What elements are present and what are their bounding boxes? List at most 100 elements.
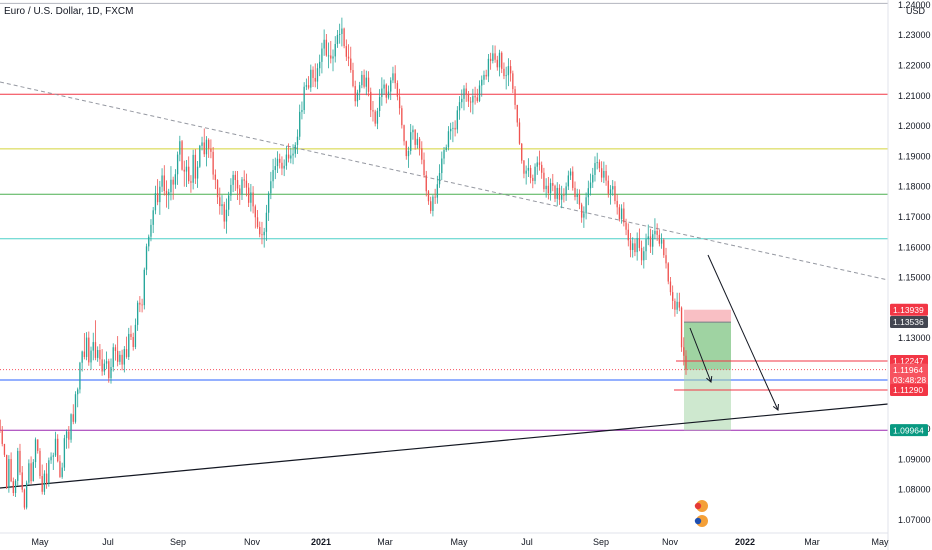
candle-body (660, 239, 663, 244)
price-badge (890, 424, 928, 437)
candle-body (512, 73, 514, 90)
candle-body (281, 162, 283, 169)
price-tick-label: 1.15000 (898, 273, 931, 283)
support-trendline[interactable] (0, 403, 889, 489)
price-tick-label: 1.08000 (898, 485, 931, 495)
candle-body (52, 455, 54, 457)
candle-body (143, 269, 145, 306)
candle-body (79, 362, 81, 390)
candle-body (425, 175, 427, 192)
candle-body (361, 74, 363, 86)
candle-body (214, 174, 217, 181)
projection-arrow-long[interactable] (707, 254, 779, 411)
candle-body (556, 187, 558, 199)
price-tick-label: 1.18000 (898, 182, 931, 192)
candle-body (34, 439, 37, 463)
candle-body (665, 255, 667, 264)
projection-arrow-short[interactable] (689, 327, 712, 383)
candle-body (172, 179, 174, 185)
candle-body (418, 138, 421, 149)
candle-body (634, 243, 636, 253)
candle-body (85, 337, 88, 357)
candle-body (14, 480, 17, 494)
candle-body (10, 459, 12, 482)
candle-body (81, 351, 83, 363)
candle-body (567, 175, 570, 187)
candle-body (139, 302, 141, 305)
candle-body (352, 70, 354, 87)
candle-body (467, 94, 470, 102)
time-tick-label: 2022 (735, 537, 755, 547)
position-reward-zone[interactable] (684, 322, 731, 431)
candle-body (234, 174, 236, 181)
candle-body (481, 79, 483, 86)
candle-body (221, 204, 223, 207)
candle-body (243, 179, 245, 181)
drawings-layer (0, 81, 889, 489)
candle-body (196, 166, 199, 179)
candle-body (183, 169, 185, 172)
candle-body (674, 300, 676, 310)
candle-body (370, 91, 372, 111)
candle-body (130, 333, 132, 337)
candle-body (188, 166, 190, 182)
candle-body (336, 34, 339, 44)
candle-body (88, 337, 90, 363)
candle-body (672, 292, 674, 301)
candle-body (325, 39, 328, 56)
dashed-trendline[interactable] (0, 81, 889, 281)
candle-body (83, 351, 86, 357)
candle-body (396, 83, 399, 97)
candle-body (245, 180, 248, 188)
price-badge-countdown: 03:48:28 (893, 375, 926, 385)
candle-body (538, 162, 541, 165)
candle-body (30, 463, 32, 482)
candle-body (116, 350, 119, 362)
candle-body (592, 174, 594, 183)
candle-body (94, 342, 97, 358)
candles-layer (0, 17, 687, 510)
candle-body (148, 236, 150, 247)
candle-body (549, 183, 552, 194)
candle-body (558, 187, 561, 200)
candle-body (398, 96, 401, 109)
candle-body (552, 183, 554, 186)
candle-body (163, 175, 165, 191)
candle-body (179, 141, 181, 155)
candle-body (299, 111, 301, 137)
candle-body (285, 154, 288, 166)
candle-body (474, 96, 476, 98)
candle-body (19, 450, 21, 473)
candle-body (445, 147, 447, 151)
candle-body (25, 482, 28, 508)
candle-body (632, 243, 634, 251)
candle-body (461, 98, 463, 103)
candle-body (663, 239, 665, 256)
candle-body (5, 454, 8, 489)
price-tick-label: 1.16000 (898, 242, 931, 252)
candle-body (3, 443, 6, 455)
candle-body (161, 175, 163, 187)
candle-body (432, 196, 434, 211)
position-risk-zone[interactable] (684, 309, 731, 323)
price-tick-label: 1.23000 (898, 30, 931, 40)
candle-body (529, 167, 532, 178)
candle-body (43, 473, 46, 492)
candle-body (365, 77, 367, 87)
candle-body (625, 222, 627, 230)
candle-body (374, 111, 376, 124)
time-tick-label: 2021 (311, 537, 331, 547)
events-layer (694, 500, 708, 527)
candle-body (74, 394, 77, 422)
time-tick-label: Nov (662, 537, 679, 547)
candle-body (658, 234, 661, 244)
candle-body (596, 162, 598, 164)
candle-body (347, 56, 350, 59)
candle-body (565, 186, 567, 196)
candle-body (239, 188, 241, 195)
candle-body (403, 125, 405, 142)
candle-body (272, 170, 274, 182)
candle-body (541, 164, 543, 173)
candle-body (454, 127, 456, 130)
